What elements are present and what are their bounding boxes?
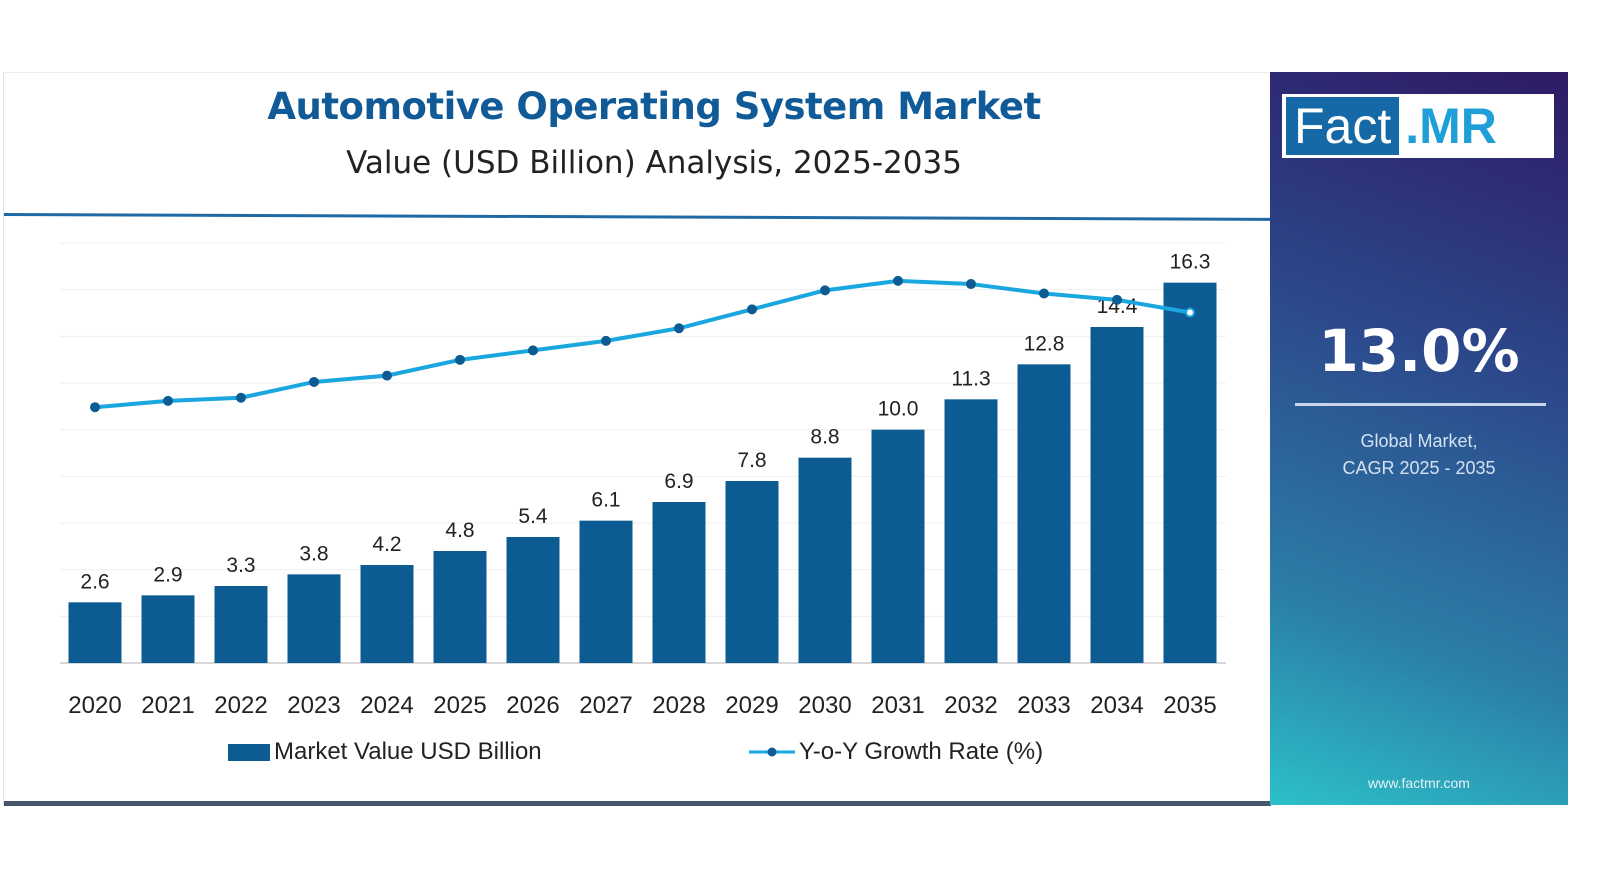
legend-label: Market Value USD Billion	[274, 738, 542, 765]
data-label-2027: 6.1	[591, 489, 620, 512]
bar-2026	[506, 537, 560, 663]
cagr-divider	[1295, 403, 1546, 406]
data-label-2033: 12.8	[1024, 332, 1065, 355]
cagr-label-line2: CAGR 2025 - 2035	[1342, 458, 1496, 478]
growth-point-2022	[236, 392, 246, 403]
x-tick-2024: 2024	[360, 692, 413, 719]
data-label-2025: 4.8	[445, 519, 474, 542]
growth-point-2020	[90, 402, 100, 413]
x-tick-2035: 2035	[1163, 692, 1216, 719]
growth-point-2033	[1039, 288, 1049, 299]
x-tick-2023: 2023	[287, 692, 340, 719]
cagr-label-line1: Global Market,	[1360, 431, 1478, 451]
bar-2028	[652, 502, 706, 663]
data-label-2028: 6.9	[664, 470, 693, 493]
data-label-2023: 3.8	[299, 542, 328, 565]
data-label-2035: 16.3	[1170, 251, 1211, 274]
growth-point-2035	[1185, 307, 1195, 318]
x-tick-2020: 2020	[68, 692, 121, 719]
bar-2022	[214, 586, 268, 663]
data-label-2032: 11.3	[951, 367, 990, 390]
growth-point-2034	[1112, 294, 1122, 305]
bar-2020	[68, 602, 122, 663]
legend-label: Y-o-Y Growth Rate (%)	[799, 738, 1044, 765]
x-tick-2033: 2033	[1017, 692, 1070, 719]
website-url: www.factmr.com	[1368, 775, 1470, 791]
growth-point-2029	[747, 304, 757, 315]
bar-2025	[433, 551, 487, 663]
x-tick-2026: 2026	[506, 692, 559, 719]
legend-item-growth-rate: Y-o-Y Growth Rate (%)	[749, 738, 1043, 766]
cagr-value: 13.0%	[1318, 317, 1520, 385]
bar-2033	[1017, 364, 1071, 663]
growth-point-2026	[528, 345, 538, 356]
bar-2029	[725, 481, 779, 663]
growth-point-2032	[966, 279, 976, 290]
side-panel: Fact .MR 13.0% Global Market, CAGR 2025 …	[1270, 72, 1568, 805]
growth-point-2024	[382, 370, 392, 381]
x-tick-2021: 2021	[141, 692, 194, 719]
x-tick-2034: 2034	[1090, 692, 1143, 719]
data-label-2029: 7.8	[737, 449, 766, 472]
logo-text-mr: .MR	[1405, 98, 1497, 154]
chart-subtitle: Value (USD Billion) Analysis, 2025-2035	[346, 145, 962, 181]
bottom-border	[4, 801, 1271, 806]
x-tick-2028: 2028	[652, 692, 705, 719]
bar-2035	[1163, 282, 1217, 663]
x-tick-2031: 2031	[871, 692, 924, 719]
bar-2030	[798, 457, 852, 663]
bar-2027	[579, 520, 633, 663]
data-label-2020: 2.6	[80, 570, 109, 593]
legend-line-swatch	[749, 747, 795, 757]
chart-card: Automotive Operating System Market Value…	[3, 72, 1271, 806]
bar-2024	[360, 565, 414, 663]
x-tick-2025: 2025	[433, 692, 486, 719]
data-label-2021: 2.9	[153, 563, 182, 586]
chart-title: Automotive Operating System Market	[267, 85, 1041, 128]
x-tick-2029: 2029	[725, 692, 778, 719]
data-label-2022: 3.3	[226, 554, 255, 577]
x-tick-2027: 2027	[579, 692, 632, 719]
legend-bar-swatch	[228, 743, 270, 761]
x-tick-2032: 2032	[944, 692, 997, 719]
x-tick-2022: 2022	[214, 692, 267, 719]
x-tick-2030: 2030	[798, 692, 851, 719]
growth-point-2031	[893, 275, 903, 286]
data-label-2031: 10.0	[878, 398, 919, 421]
bar-2023	[287, 574, 341, 663]
bar-2032	[944, 399, 998, 663]
growth-point-2025	[455, 354, 465, 365]
bar-2021	[141, 595, 195, 663]
growth-rate-line	[94, 278, 1191, 410]
data-label-2024: 4.2	[372, 533, 401, 556]
combo-chart: 2.6 2020 2.9 2021 3.3 2022 3.8 2023 4.2 2024 4.8 20…	[60, 242, 1226, 719]
legend-item-market-value: Market Value USD Billion	[228, 738, 542, 766]
growth-point-2021	[163, 395, 173, 406]
bar-2031	[871, 429, 925, 663]
data-label-2030: 8.8	[810, 426, 839, 449]
growth-point-2030	[820, 285, 830, 296]
growth-point-2023	[309, 376, 319, 387]
factmr-logo: Fact .MR	[1282, 94, 1554, 158]
growth-point-2027	[601, 335, 611, 346]
logo-text-fact: Fact	[1286, 97, 1400, 155]
growth-point-2028	[674, 323, 684, 334]
data-label-2026: 5.4	[518, 505, 548, 528]
cagr-label: Global Market, CAGR 2025 - 2035	[1270, 428, 1568, 482]
bar-2034	[1090, 327, 1144, 663]
